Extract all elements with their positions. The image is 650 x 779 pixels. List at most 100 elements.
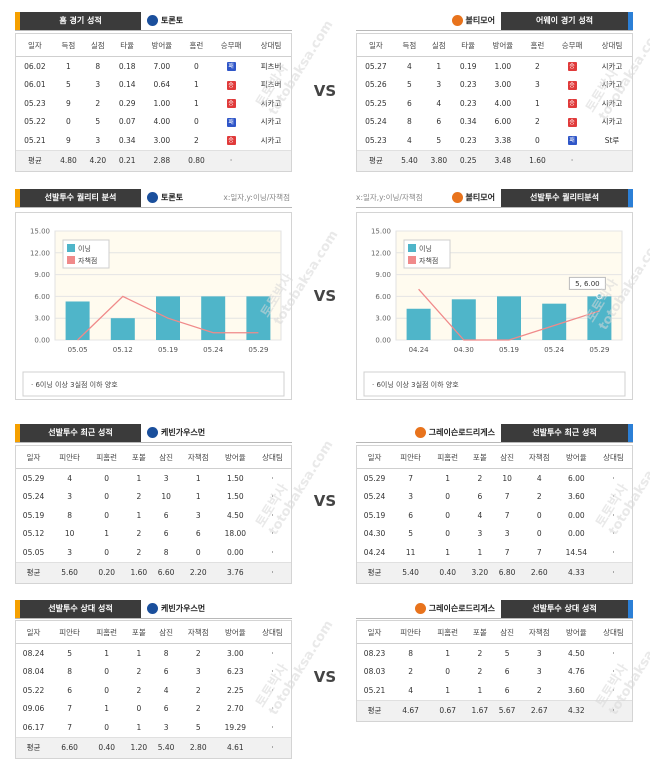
- table-cell: ·: [271, 529, 274, 539]
- table-cell: 3: [67, 547, 72, 557]
- table-cell: 1: [477, 685, 483, 695]
- team-logo: [451, 15, 463, 26]
- table-row: 08.24 5 1 1 8 2 3.00 ·: [16, 644, 291, 663]
- table-cell: 0: [104, 473, 110, 483]
- table-cell: 2: [195, 685, 201, 695]
- table-cell: 0.23: [459, 98, 477, 108]
- table-cell: 승: [211, 76, 251, 95]
- table-cell: ·: [612, 667, 615, 677]
- column-header: 상대팀: [594, 446, 632, 469]
- team-name: 그레이슨로드리게스: [414, 424, 495, 442]
- column-header: 방어율: [141, 34, 182, 57]
- table-cell: 6: [163, 704, 169, 714]
- table-cell: 18.00: [224, 529, 247, 539]
- table-row: 05.23 9 2 0.29 1.00 1 승 시카고: [16, 94, 291, 113]
- vs-label: VS: [313, 668, 337, 686]
- table-cell: 4: [477, 510, 483, 520]
- average-cell: ·: [253, 736, 291, 758]
- average-cell: 2.60: [520, 561, 558, 583]
- column-header: 삼진: [493, 621, 521, 644]
- column-header: 포볼: [466, 446, 494, 469]
- table-cell: ·: [612, 510, 615, 520]
- data-table: 일자 피안타 피홈런 포볼 삼진 자책점 방어율 상대팀 05.29 4 0 1 3 1 1.50 · 05.2…: [16, 446, 291, 583]
- section-header: 선발투수 퀄리티분석 볼티모어 x:일자,y:이닝/자책점: [356, 189, 633, 208]
- table-row: 05.21 9 3 0.34 3.00 2 승 시카고: [16, 131, 291, 150]
- table-cell: 승: [552, 94, 592, 113]
- header-title: 선발투수 최근 성적: [15, 424, 141, 442]
- table-cell: 2: [477, 648, 483, 658]
- table-cell: ·: [271, 685, 274, 695]
- table-cell: 1: [104, 529, 110, 539]
- column-header: 피안타: [51, 446, 89, 469]
- table-cell: 1: [195, 492, 201, 502]
- table-cell: 6: [407, 98, 412, 108]
- column-header: 타율: [112, 34, 142, 57]
- table-cell: 승: [211, 94, 251, 113]
- table-cell: 6.00: [567, 473, 585, 483]
- bar: [451, 299, 476, 340]
- table-cell: 05.05: [22, 547, 45, 557]
- table-cell: 2: [95, 98, 101, 108]
- table-cell: 7: [67, 704, 72, 714]
- column-header: 삼진: [152, 621, 180, 644]
- average-row: 평균 5.60 0.20 1.60 6.60 2.20 3.76 ·: [16, 561, 291, 583]
- table-cell: 1.00: [153, 98, 171, 108]
- bar: [542, 303, 567, 340]
- table-cell: 0.29: [118, 98, 136, 108]
- column-header: 득점: [394, 34, 425, 57]
- column-header: 자책점: [179, 446, 217, 469]
- section-header: 선발투수 최근 성적 케빈가우스먼: [15, 424, 292, 443]
- axis-note: x:일자,y:이닝/자책점: [223, 193, 290, 202]
- table-cell: 05.29: [22, 473, 45, 483]
- average-cell: ·: [253, 561, 291, 583]
- table-cell: 7: [504, 492, 510, 502]
- result-icon: 승: [567, 117, 577, 127]
- column-header: 일자: [16, 621, 52, 644]
- table-cell: 시카고: [601, 80, 623, 90]
- x-tick-label: 05.24: [544, 346, 565, 354]
- team-name-text: 그레이슨로드리게스: [428, 604, 495, 613]
- table-header-row: 일자 피안타 피홈런 포볼 삼진 자책점 방어율 상대팀: [357, 446, 632, 469]
- legend-label: 자책점: [78, 256, 97, 265]
- bar: [65, 301, 90, 340]
- column-header: 실점: [424, 34, 454, 57]
- average-row: 평균 6.60 0.40 1.20 5.40 2.80 4.61 ·: [16, 736, 291, 758]
- x-tick-label: 05.19: [499, 346, 519, 354]
- column-header: 상대팀: [253, 621, 291, 644]
- table-cell: 패: [211, 113, 251, 132]
- table-cell: 3: [195, 510, 201, 520]
- table-cell: 8: [95, 61, 101, 71]
- table-cell: ·: [612, 685, 615, 695]
- table-cell: 3: [67, 492, 72, 502]
- table-cell: 06.17: [22, 722, 45, 732]
- section-header: 선발투수 퀄리티 분석 토론토 x:일자,y:이닝/자책점: [15, 189, 292, 208]
- table-cell: 7: [504, 510, 510, 520]
- table-cell: 0.14: [118, 80, 136, 90]
- average-cell: ·: [211, 149, 252, 171]
- team-name-text: 볼티모어: [465, 16, 495, 25]
- table-row: 06.01 5 3 0.14 0.64 1 승 피츠버: [16, 76, 291, 95]
- table-cell: 05.21: [24, 135, 46, 145]
- table-panel: 일자 피안타 피홈런 포볼 삼진 자책점 방어율 상대팀 08.23 8 1 2 5 3 4.50 · 08.0…: [356, 620, 633, 722]
- average-cell: 평균: [16, 736, 52, 758]
- column-header: 피홈런: [88, 621, 126, 644]
- legend-swatch: [67, 256, 75, 264]
- table-cell: 1: [104, 648, 110, 658]
- table-cell: 05.23: [24, 98, 46, 108]
- average-cell: 5.67: [493, 699, 521, 721]
- table-cell: 05.24: [363, 492, 386, 502]
- average-cell: 5.40: [392, 561, 430, 583]
- average-cell: 5.40: [152, 736, 180, 758]
- header-title: 어웨이 경기 성적: [501, 12, 633, 30]
- table-cell: 0.18: [118, 61, 136, 71]
- table-cell: ·: [612, 492, 615, 502]
- average-cell: 0.21: [112, 149, 142, 171]
- table-cell: 4.00: [494, 98, 512, 108]
- average-cell: 평균: [357, 149, 395, 171]
- table-cell: 1: [195, 473, 201, 483]
- y-tick-label: 6.00: [34, 293, 50, 301]
- table-cell: 4: [407, 61, 412, 71]
- table-cell: 08.24: [22, 648, 45, 658]
- average-cell: 0.20: [88, 561, 126, 583]
